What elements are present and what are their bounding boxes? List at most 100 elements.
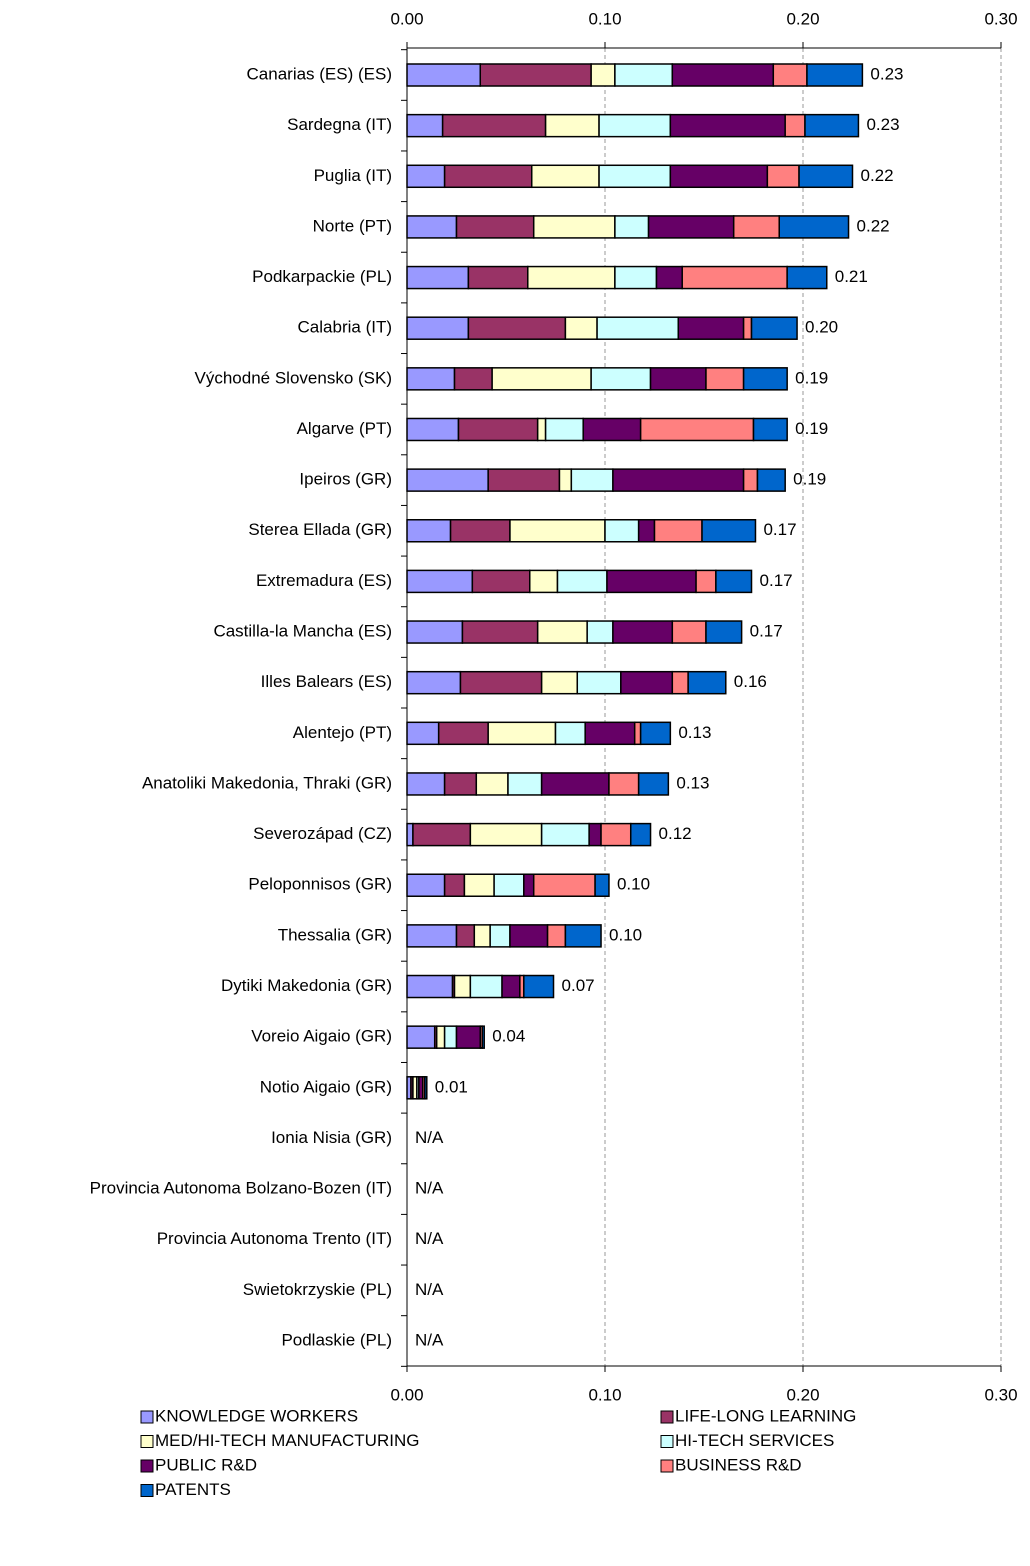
total-label: 0.19 [793, 470, 826, 489]
total-label: 0.04 [492, 1027, 525, 1046]
y-tick-label: Swietokrzyskie (PL) [243, 1280, 392, 1299]
bar-segment [594, 873, 610, 897]
bar-segment [766, 164, 800, 189]
legend-swatch [660, 1435, 674, 1448]
bar-segment [443, 164, 533, 189]
y-tick-label: Voreio Aigaio (GR) [251, 1027, 392, 1046]
bar-segment [406, 772, 446, 796]
bar-segment [489, 924, 511, 948]
y-tick-label: Norte (PT) [313, 216, 392, 235]
bar-segment [406, 670, 462, 695]
legend-label: KNOWLEDGE WORKERS [155, 1406, 358, 1425]
bar-segment [778, 215, 850, 239]
bar-segment [540, 772, 610, 796]
bar-segment [637, 519, 656, 543]
y-tick-label: Severozápad (CZ) [253, 824, 392, 843]
bar-segment [455, 215, 535, 239]
y-tick-label: Puglia (IT) [314, 166, 392, 185]
bar-segment [467, 316, 567, 340]
total-label: 0.17 [760, 571, 793, 590]
bar-segment [536, 417, 547, 442]
total-label: 0.13 [676, 773, 709, 792]
bar-segment [784, 113, 806, 138]
bar-segment [701, 519, 757, 543]
bar-segment [655, 265, 683, 290]
y-tick-label: Provincia Autonoma Trento (IT) [157, 1229, 392, 1248]
bar-segment [705, 367, 745, 391]
bar-segment [532, 215, 616, 239]
y-tick-label: Canarias (ES) (ES) [247, 64, 392, 83]
total-label: 0.23 [870, 64, 903, 83]
bar-segment [614, 63, 674, 87]
bar-segment [449, 519, 511, 543]
legend-label: PATENTS [155, 1480, 231, 1499]
x-tick-label: 0.10 [588, 1385, 621, 1404]
bar-segment [608, 772, 640, 796]
bar-segment [461, 620, 539, 644]
bar-segment [653, 519, 703, 543]
bar-segment [705, 620, 743, 644]
total-label: 0.19 [795, 368, 828, 387]
bar-segment [523, 873, 535, 897]
bar-segment [443, 1025, 458, 1049]
bar-segment [612, 620, 674, 644]
total-label: 0.10 [617, 875, 650, 894]
bar-segment [671, 63, 775, 87]
x-tick-label: 0.00 [390, 9, 423, 28]
bar-segment [406, 822, 414, 847]
bar-segment [671, 620, 707, 644]
bar-segment [614, 265, 658, 290]
bar-segment [677, 316, 745, 340]
bar-segment [441, 113, 547, 138]
total-label: 0.23 [866, 115, 899, 134]
total-label: 0.10 [609, 925, 642, 944]
y-tick-label: Východné Slovensko (SK) [195, 368, 393, 387]
legend-swatch [140, 1435, 154, 1448]
bar-segment [556, 569, 608, 594]
y-tick-label: Sterea Ellada (GR) [248, 520, 392, 539]
x-tick-label: 0.00 [390, 1385, 423, 1404]
bar-segment [637, 772, 670, 796]
bar-segment [406, 924, 458, 948]
bar-segment [509, 924, 549, 948]
total-label: 0.17 [750, 622, 783, 641]
bar-segment [564, 924, 602, 948]
bar-segment [406, 164, 446, 189]
total-label: 0.19 [795, 419, 828, 438]
bar-segment [406, 519, 452, 543]
bar-segment [695, 569, 717, 594]
bar-segment [564, 316, 598, 340]
bar-segment [742, 367, 788, 391]
total-label: 0.21 [835, 267, 868, 286]
bar-segment [687, 670, 727, 695]
bar-segment [540, 822, 590, 847]
bar-segment [467, 265, 529, 290]
y-tick-label: Illes Balears (ES) [261, 672, 392, 691]
bar-segment [576, 670, 622, 695]
total-label: N/A [415, 1330, 444, 1349]
total-label: 0.22 [861, 166, 894, 185]
legend-label: MED/HI-TECH MANUFACTURING [155, 1431, 419, 1450]
y-tick-label: Sardegna (IT) [287, 115, 392, 134]
y-tick-label: Peloponnisos (GR) [248, 875, 392, 894]
bar-segment [586, 620, 614, 644]
total-label: 0.07 [562, 976, 595, 995]
x-tick-label: 0.20 [786, 1385, 819, 1404]
bar-segment [756, 468, 786, 492]
bar-segment [530, 164, 600, 189]
bar-segment [487, 721, 557, 746]
bar-segment [584, 721, 636, 746]
bar-segment [750, 316, 798, 340]
total-label: 0.22 [857, 216, 890, 235]
total-label: 0.13 [678, 723, 711, 742]
bar-segment [471, 569, 531, 594]
bar-segment [649, 367, 707, 391]
bar-segment [629, 822, 652, 847]
bar-segment [647, 215, 735, 239]
bar-segment [453, 974, 472, 999]
bar-segment [772, 63, 808, 87]
bar-segment [527, 265, 616, 290]
bar-segment [523, 974, 555, 999]
total-label: 0.20 [805, 318, 838, 337]
bar-segment [406, 215, 458, 239]
